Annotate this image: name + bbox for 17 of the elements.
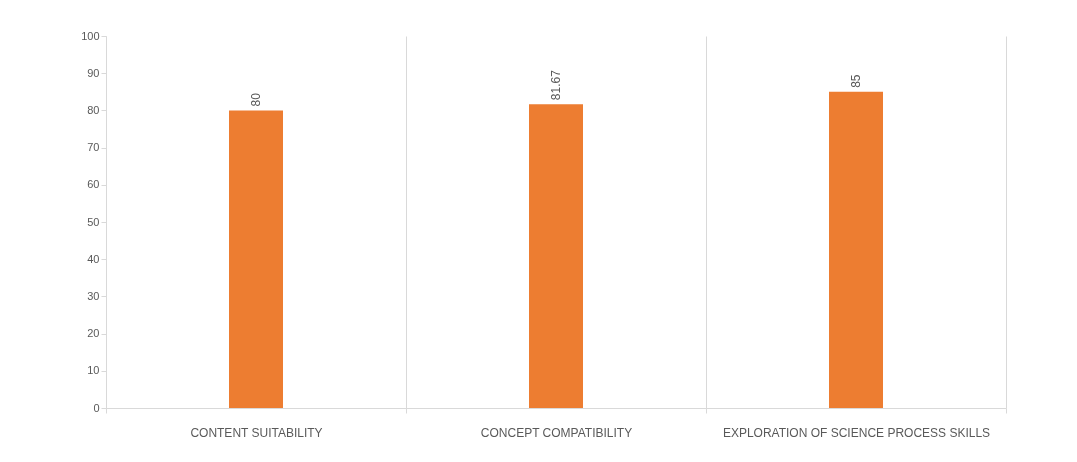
- x-tick-label: EXPLORATION OF SCIENCE PROCESS SKILLS: [722, 425, 991, 440]
- data-label: 85: [849, 74, 863, 88]
- x-tick-label: CONTENT SUITABILITY: [190, 425, 323, 440]
- y-tick-label: 60: [87, 178, 100, 191]
- y-tick-label: 100: [81, 29, 100, 42]
- y-tick-label: 30: [87, 289, 100, 302]
- y-tick-label: 70: [87, 141, 100, 154]
- y-tick-label: 10: [87, 364, 100, 377]
- y-tick-label: 50: [87, 215, 100, 228]
- y-tick-label: 40: [87, 252, 100, 265]
- data-label: 80: [249, 92, 263, 107]
- y-tick-label: 20: [87, 327, 100, 340]
- x-tick-label: CONCEPT COMPATIBILITY: [480, 425, 633, 440]
- y-tick-label: 80: [87, 103, 100, 116]
- y-tick-label: 0: [93, 401, 100, 414]
- data-label: 81.67: [549, 69, 563, 101]
- y-tick-label: 90: [87, 66, 100, 79]
